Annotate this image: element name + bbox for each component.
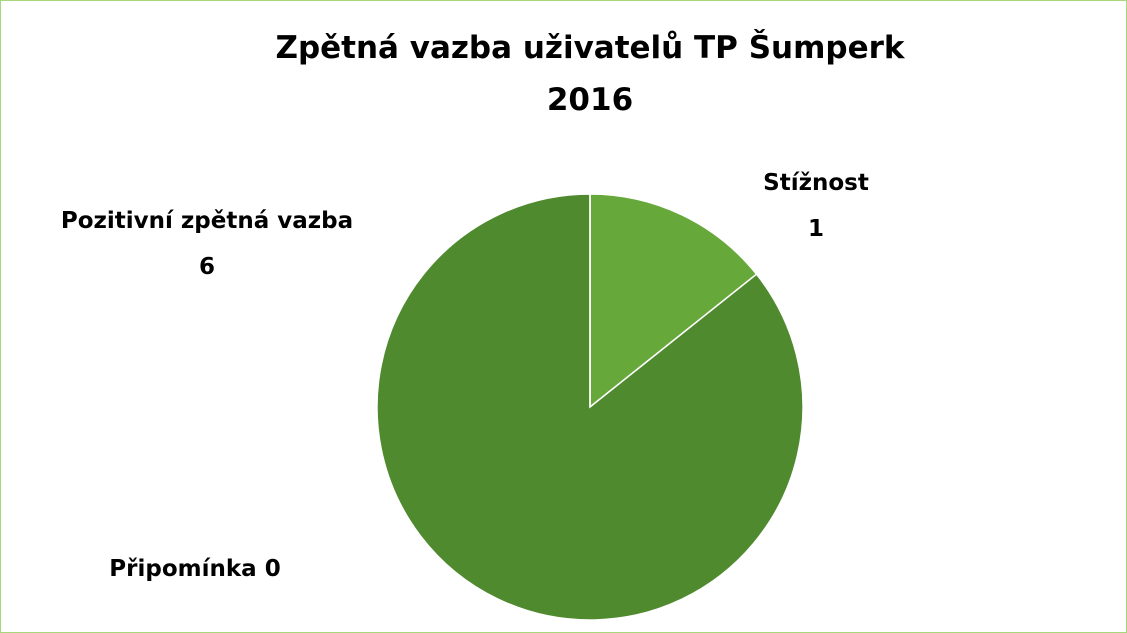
data-label: Připomínka 0 bbox=[109, 546, 280, 592]
label-value: 1 bbox=[807, 216, 825, 242]
pie-slice bbox=[589, 193, 758, 409]
data-label: Pozitivní zpětná vazba 6 bbox=[61, 198, 353, 290]
label-value: 6 bbox=[198, 254, 216, 280]
pie-slice bbox=[376, 193, 804, 621]
label-value: 0 bbox=[264, 556, 281, 582]
label-category: Pozitivní zpětná vazba bbox=[60, 208, 354, 234]
label-category: Připomínka bbox=[109, 556, 257, 582]
label-category: Stížnost bbox=[763, 170, 869, 196]
chart-title: Zpětná vazba uživatelů TP Šumperk 2016 bbox=[275, 30, 905, 118]
data-label: Stížnost 1 bbox=[763, 160, 869, 252]
